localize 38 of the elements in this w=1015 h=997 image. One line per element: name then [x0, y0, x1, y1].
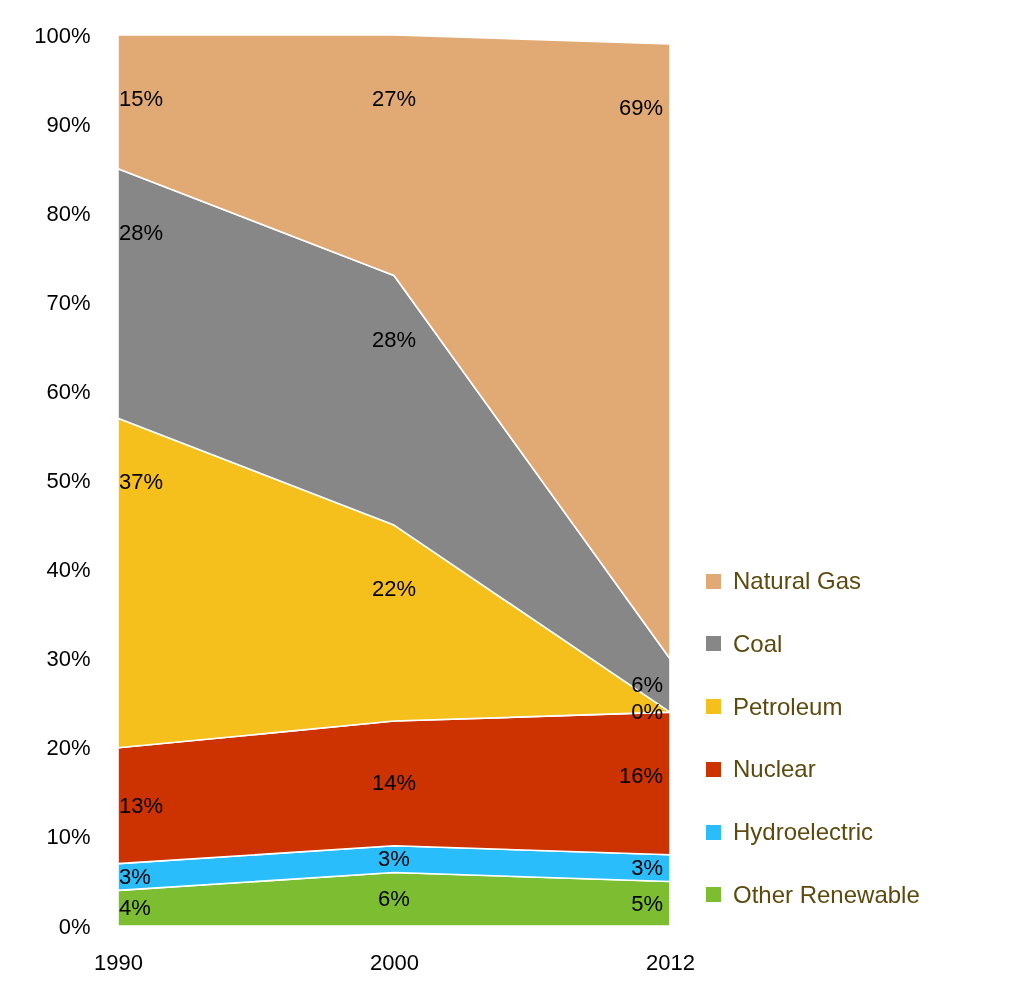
- data-label: 28%: [371, 326, 417, 352]
- data-label: 14%: [371, 770, 417, 796]
- data-label: 37%: [119, 469, 164, 495]
- y-tick-label: 30%: [46, 646, 91, 672]
- data-label: 16%: [618, 763, 663, 789]
- y-tick-label: 100%: [34, 22, 91, 48]
- y-tick-label: 50%: [46, 468, 91, 493]
- x-tick-label: 2012: [646, 949, 695, 975]
- y-tick-label: 90%: [46, 111, 91, 137]
- x-tick-label: 1990: [94, 949, 143, 975]
- y-tick-label: 80%: [46, 200, 91, 226]
- data-label: 3%: [631, 855, 663, 881]
- legend-label: Petroleum: [733, 692, 843, 721]
- y-tick-label: 40%: [46, 557, 91, 583]
- y-tick-label: 60%: [46, 378, 91, 404]
- x-tick-label: 2000: [370, 949, 419, 975]
- y-tick-label: 20%: [46, 735, 91, 761]
- data-label: 6%: [631, 672, 663, 698]
- legend-label: Nuclear: [733, 755, 816, 784]
- data-label: 6%: [378, 886, 410, 912]
- data-label: 13%: [119, 792, 164, 818]
- y-tick-label: 10%: [46, 824, 91, 850]
- data-label: 28%: [119, 219, 164, 245]
- y-tick-label: 0%: [58, 913, 91, 939]
- data-label: 5%: [631, 890, 663, 916]
- data-label: 3%: [378, 846, 410, 872]
- data-label: 22%: [371, 576, 417, 602]
- text: Natural Gas: [733, 567, 862, 595]
- legend-label: Coal: [733, 629, 783, 658]
- data-label: 3%: [119, 863, 151, 889]
- data-label: 27%: [371, 86, 417, 111]
- legend-label: Hydroelectric: [733, 818, 874, 847]
- data-label: 0%: [631, 699, 663, 725]
- data-label: 15%: [119, 86, 164, 111]
- data-label: 4%: [119, 895, 151, 921]
- y-tick-label: 70%: [46, 289, 91, 315]
- legend-label: Other Renewable: [733, 880, 920, 909]
- data-label: 69%: [618, 94, 663, 120]
